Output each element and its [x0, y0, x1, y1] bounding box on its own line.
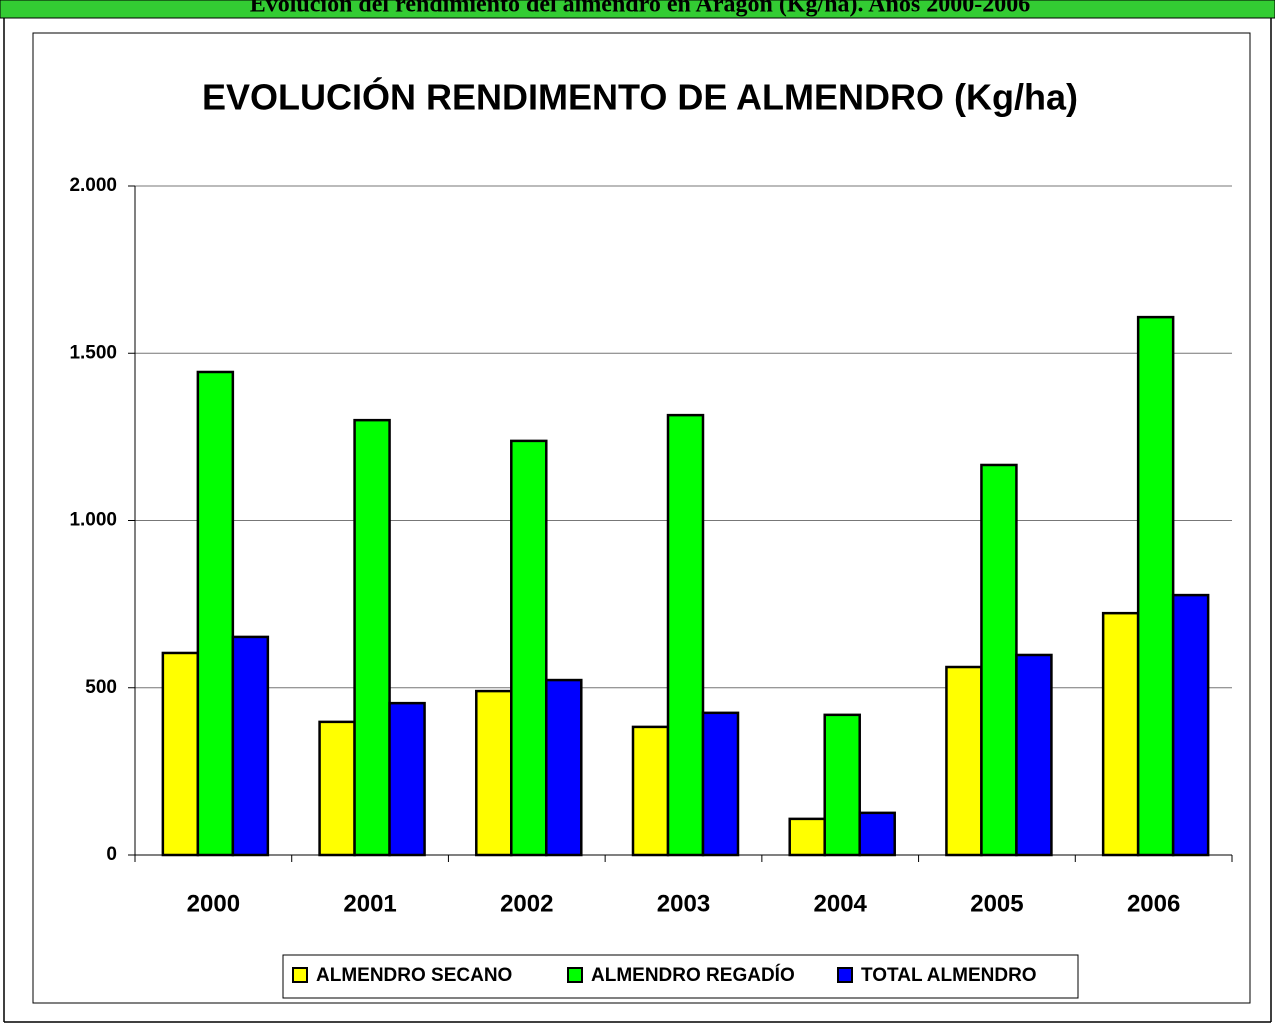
bar: [666, 413, 705, 857]
legend-swatch: [837, 967, 853, 983]
x-tick-label: 2002: [500, 890, 553, 917]
bar: [823, 713, 861, 857]
bar: [1171, 593, 1210, 857]
x-tick-label: 2003: [657, 890, 710, 917]
x-tick-label: 2006: [1127, 890, 1180, 917]
legend-box: [282, 954, 1079, 999]
bar: [980, 463, 1018, 857]
y-tick-label: 1.500: [69, 342, 117, 363]
x-tick-label: 2000: [187, 890, 240, 917]
bar: [353, 418, 391, 857]
bar: [231, 635, 270, 857]
header-border: [0, 0, 1275, 19]
bar: [545, 678, 583, 857]
legend-swatch: [567, 967, 583, 983]
x-tick-label: 2004: [814, 890, 868, 917]
bar: [1136, 315, 1175, 857]
bar: [388, 701, 426, 857]
bar: [1015, 653, 1053, 857]
y-tick-label: 2.000: [69, 175, 117, 196]
bar: [945, 665, 983, 857]
bar: [318, 720, 356, 857]
bar: [631, 725, 670, 857]
legend-swatch: [292, 967, 308, 983]
bar: [788, 817, 826, 857]
bar: [1101, 611, 1140, 857]
bar: [858, 811, 896, 857]
bar: [161, 651, 200, 857]
bar: [510, 439, 548, 857]
y-tick-label: 500: [85, 677, 117, 698]
header-title: Evolución del rendimiento del almendro e…: [250, 0, 1031, 18]
chart-title: EVOLUCIÓN RENDIMENTO DE ALMENDRO (Kg/ha): [202, 76, 1078, 118]
bar: [196, 370, 235, 857]
x-tick-label: 2001: [343, 890, 396, 917]
y-tick-label: 0: [106, 844, 117, 865]
legend-label: ALMENDRO SECANO: [316, 965, 512, 986]
x-tick-label: 2005: [970, 890, 1023, 917]
legend-label: ALMENDRO REGADÍO: [591, 964, 795, 986]
legend-label: TOTAL ALMENDRO: [861, 965, 1037, 986]
y-tick-label: 1.000: [69, 510, 117, 531]
bar: [701, 711, 740, 857]
bar: [475, 689, 513, 857]
